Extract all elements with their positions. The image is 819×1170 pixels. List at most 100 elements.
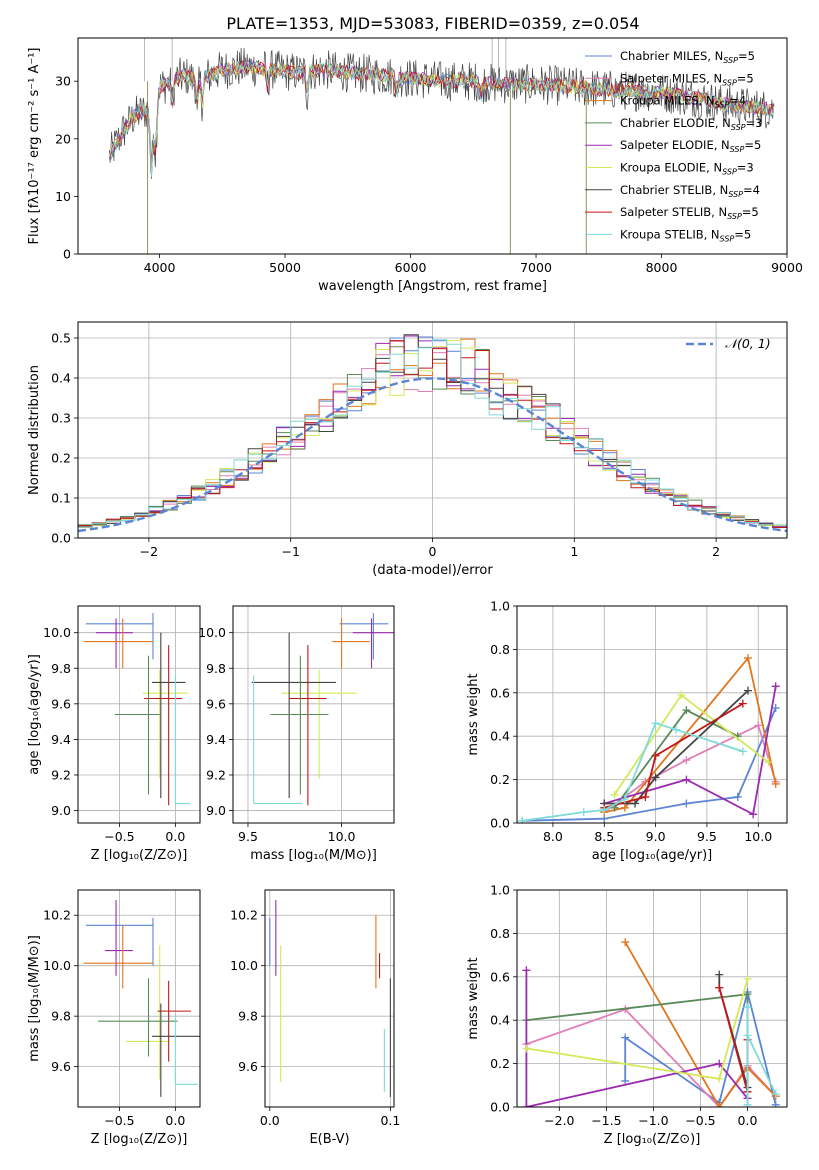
- axes-frame: [77, 889, 201, 1108]
- weight-marker-kroupa-elodie: [743, 974, 752, 983]
- y-tick-label: 10.0: [43, 625, 71, 640]
- errorbar-chabrier-stelib: [151, 1003, 200, 1097]
- errorbar-salpeter-elodie: [104, 900, 133, 976]
- y-tick-label: 9.2: [206, 767, 226, 782]
- axes-frame: [77, 321, 788, 539]
- x-tick-label: 8000: [646, 260, 678, 275]
- plot-residuals: −2 −1 0 1 2 0.0 0.1 0.2 0.3 0.4 0.5 (data-model)/er…: [27, 321, 788, 578]
- x-tick-label: 8.5: [594, 829, 614, 844]
- axes-frame: [232, 605, 395, 824]
- weight-line-salpeter-elodie: [604, 686, 777, 816]
- weight-marker-kroupa-stelib: [620, 795, 629, 804]
- plot-spectrum: 4000 5000 6000 7000 8000 9000 0 10 20 30 wavelengt…: [27, 37, 803, 294]
- weight-line-salpeter-stelib: [718, 987, 749, 1093]
- errorbar-salpeter-elodie: [352, 618, 394, 669]
- x-tick-label: −0.5: [685, 1113, 715, 1128]
- y-tick-label: 9.8: [51, 661, 71, 676]
- weight-marker-chabrier-miles: [621, 1033, 630, 1042]
- weight-marker-chabrier-miles: [771, 1100, 780, 1107]
- weight-line-salpeter-elodie: [525, 970, 749, 1107]
- y-tick-label: 9.6: [238, 1059, 258, 1074]
- errorbar-chabrier-elodie: [270, 655, 329, 795]
- spectrum-line-salpeter-stelib: [109, 60, 774, 178]
- x-axis-label: wavelength [Angstrom, rest frame]: [318, 279, 547, 294]
- y-tick-label: 0.2: [490, 772, 510, 787]
- plot-weight_vs_age: 8.0 8.5 9.0 9.5 10.0 0.0 0.2 0.4 0.6 0.8 1.0 age [l…: [466, 599, 788, 863]
- x-tick-label: 9.5: [238, 829, 258, 844]
- legend-label-kroupa-stelib: Kroupa STELIB, NSSP=5: [620, 227, 751, 243]
- errorbar-kroupa-stelib: [174, 1016, 198, 1085]
- weight-marker-kroupa-stelib: [672, 725, 681, 734]
- x-tick-label: 0.1: [380, 1113, 400, 1128]
- x-axis-label: Z [log₁₀(Z/Z⊙)]: [91, 848, 188, 863]
- weight-marker-chabrier-stelib: [715, 970, 724, 979]
- weight-marker-chabrier-elodie: [682, 706, 691, 715]
- weight-marker-kroupa-miles: [743, 654, 752, 663]
- plot-area-residuals: [78, 334, 787, 533]
- errorbar-kroupa-elodie: [281, 670, 357, 779]
- x-axis-label: E(B-V): [309, 1132, 349, 1147]
- axes-frame: [516, 605, 788, 824]
- axes-frame: [516, 889, 788, 1108]
- weight-line-chabrier-stelib: [604, 689, 749, 805]
- plot-weight_vs_Z: −2.0 −1.5 −1.0 −0.5 0.0 0.0 0.2 0.4 0.6 0.8 1.0 Z […: [466, 883, 788, 1147]
- y-axis-label: mass [log₁₀(M/M⊙)]: [27, 935, 42, 1062]
- x-tick-label: 0.0: [738, 1113, 758, 1128]
- x-tick-label: 7000: [520, 260, 552, 275]
- x-tick-label: −0.5: [104, 1113, 134, 1128]
- weight-marker-kroupa-stelib: [743, 1031, 752, 1040]
- y-tick-label: 10: [55, 189, 71, 204]
- x-tick-label: 5000: [269, 260, 301, 275]
- y-axis-label: age [log₁₀(age/yr)]: [27, 654, 42, 775]
- weight-marker-salpeter-miles: [682, 756, 691, 765]
- y-tick-label: 0.6: [490, 969, 510, 984]
- x-tick-label: 9.5: [697, 829, 717, 844]
- x-tick-label: 0.0: [165, 1113, 185, 1128]
- axes-frame: [77, 605, 201, 824]
- y-tick-label: 1.0: [490, 883, 510, 898]
- y-tick-label: 10.0: [230, 958, 258, 973]
- y-tick-label: 10.2: [230, 908, 258, 923]
- weight-marker-salpeter-elodie: [682, 775, 691, 784]
- errorbar-kroupa-stelib: [253, 675, 303, 804]
- histogram-salpeter-stelib: [78, 340, 787, 528]
- y-tick-label: 0.6: [490, 685, 510, 700]
- weight-marker-kroupa-stelib: [651, 719, 660, 728]
- axes-frame: [77, 37, 788, 255]
- figure-title: PLATE=1353, MJD=53083, FIBERID=0359, z=0…: [226, 14, 639, 33]
- y-tick-label: 9.4: [206, 732, 226, 747]
- errorbar-kroupa-elodie: [142, 670, 188, 779]
- errorbar-chabrier-miles: [339, 613, 389, 660]
- x-tick-label: 4000: [144, 260, 176, 275]
- y-tick-label: 10.2: [43, 908, 71, 923]
- errorbar-chabrier-miles: [85, 613, 154, 660]
- spectrum-line-chabrier-miles: [109, 60, 774, 173]
- weight-line-kroupa-stelib: [521, 722, 744, 822]
- errorbar-salpeter-stelib: [144, 645, 183, 806]
- legend-label-salpeter-stelib: Salpeter STELIB, NSSP=5: [620, 205, 759, 221]
- x-tick-label: 2: [712, 544, 720, 559]
- weight-marker-chabrier-stelib: [743, 686, 752, 695]
- errorbar-kroupa-miles: [83, 925, 153, 989]
- weight-marker-salpeter-stelib: [715, 983, 724, 992]
- weight-line-chabrier-miles: [522, 707, 777, 822]
- weight-marker-chabrier-miles: [733, 792, 742, 801]
- x-tick-label: 10.0: [328, 829, 356, 844]
- weight-marker-kroupa-stelib: [771, 1089, 780, 1098]
- y-tick-label: 0.4: [51, 371, 71, 386]
- weight-marker-chabrier-miles: [771, 703, 780, 712]
- normal-curve: [78, 377, 787, 533]
- plot-area-spectrum: [109, 38, 775, 254]
- x-tick-label: −0.5: [104, 829, 134, 844]
- y-tick-label: 0.2: [490, 1056, 510, 1071]
- errorbar-kroupa-miles: [332, 618, 370, 669]
- y-tick-label: 0.0: [490, 1100, 510, 1115]
- y-tick-label: 0.0: [490, 816, 510, 831]
- errorbar-chabrier-elodie: [98, 978, 178, 1057]
- y-tick-label: 9.6: [206, 696, 226, 711]
- errorbar-chabrier-miles: [85, 917, 154, 966]
- x-tick-label: −1: [281, 544, 299, 559]
- spectrum-line-chabrier-elodie: [109, 60, 774, 180]
- legend-label-chabrier-stelib: Chabrier STELIB, NSSP=4: [620, 183, 760, 199]
- x-tick-label: 9.0: [646, 829, 666, 844]
